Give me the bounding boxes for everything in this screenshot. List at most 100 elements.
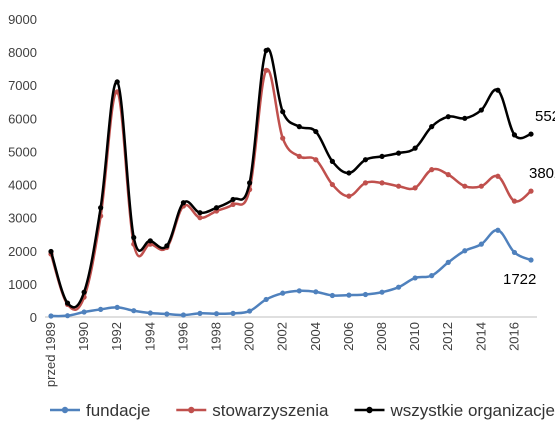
data-point: [395, 284, 402, 290]
legend-marker: [366, 406, 373, 414]
data-point: [180, 200, 187, 206]
data-point: [247, 308, 253, 314]
data-point: [280, 135, 286, 141]
y-tick-label: 1000: [8, 277, 37, 292]
data-point: [213, 311, 220, 317]
data-point: [197, 310, 203, 316]
data-point: [362, 180, 369, 186]
data-point: [462, 248, 468, 254]
data-point: [180, 312, 187, 318]
end-labels: 5524 3802 1722: [503, 108, 555, 288]
data-point: [213, 205, 220, 211]
data-point: [429, 273, 435, 279]
y-tick-label: 2000: [8, 244, 37, 259]
data-point: [511, 249, 518, 256]
y-tick-label: 4000: [8, 178, 37, 193]
y-tick-label: 8000: [8, 45, 37, 60]
data-point: [362, 291, 369, 298]
data-point: [164, 243, 170, 249]
data-point: [263, 67, 269, 73]
data-point: [445, 259, 451, 265]
x-tick-label: 2008: [374, 322, 389, 351]
data-point: [64, 313, 71, 319]
data-point: [230, 201, 236, 208]
data-point: [197, 210, 203, 216]
series-line: [49, 47, 532, 309]
legend-item: wszystkie organizacje: [354, 401, 555, 420]
data-point: [528, 131, 534, 137]
x-tick-label: 2012: [440, 322, 455, 351]
data-point: [478, 241, 484, 247]
data-point: [114, 79, 120, 85]
data-point: [445, 114, 451, 120]
series-fundacje: [48, 227, 534, 319]
data-point: [230, 196, 236, 203]
x-tick-label: 2002: [275, 322, 290, 351]
data-point: [395, 183, 402, 189]
series-line: [50, 228, 532, 318]
x-tick-label: 2010: [407, 322, 422, 351]
data-point: [495, 227, 501, 233]
data-point: [495, 173, 501, 179]
x-tick-label: 2004: [308, 322, 323, 351]
data-point: [48, 248, 54, 255]
data-point: [64, 300, 71, 306]
data-point: [313, 289, 319, 295]
data-point: [429, 167, 435, 173]
data-point: [313, 128, 319, 135]
data-point: [478, 183, 484, 189]
x-tick-label: przed 1989: [43, 322, 58, 387]
data-point: [528, 188, 534, 194]
y-tick-label: 6000: [8, 111, 37, 126]
x-tick-label: 2016: [506, 322, 521, 351]
legend-marker: [188, 406, 195, 414]
data-point: [395, 150, 402, 156]
legend-label: stowarzyszenia: [212, 401, 329, 420]
data-point: [412, 185, 418, 191]
data-point: [296, 124, 302, 130]
data-point: [131, 234, 137, 241]
series-layer: [48, 47, 534, 319]
data-point: [511, 198, 518, 204]
y-axis: 0 1000 2000 3000 4000 5000 6000 7000 8000 9000: [8, 12, 37, 325]
y-tick-label: 0: [30, 310, 37, 325]
data-point: [147, 310, 153, 316]
data-point: [280, 109, 286, 115]
legend: fundacje stowarzyszenia wszystkie organiza…: [50, 401, 555, 420]
data-point: [164, 311, 170, 317]
data-point: [412, 145, 418, 151]
end-value-label: 3802: [529, 165, 555, 182]
data-point: [462, 183, 468, 189]
data-point: [528, 257, 534, 263]
data-point: [511, 132, 518, 138]
x-tick-label: 1996: [175, 322, 190, 351]
data-point: [329, 181, 335, 188]
data-point: [478, 107, 484, 113]
legend-item: stowarzyszenia: [176, 401, 329, 420]
data-point: [329, 158, 335, 164]
x-axis: przed 1989 1990 1992 1994 1996 1998 2000 2002 20…: [43, 316, 537, 387]
data-point: [313, 157, 319, 163]
y-tick-label: 9000: [8, 12, 37, 27]
series-line: [49, 68, 532, 311]
data-point: [296, 153, 302, 160]
y-tick-label: 7000: [8, 78, 37, 93]
data-point: [362, 157, 369, 163]
end-value-label: 5524: [535, 108, 555, 125]
data-point: [445, 172, 451, 178]
x-tick-label: 1992: [109, 322, 124, 351]
data-point: [346, 193, 352, 199]
data-point: [379, 289, 385, 295]
x-tick-label: 1998: [209, 322, 224, 351]
legend-item: fundacje: [50, 401, 150, 420]
x-tick-label: 1990: [76, 322, 91, 351]
data-point: [263, 296, 269, 303]
data-point: [346, 170, 352, 176]
data-point: [230, 310, 236, 316]
data-point: [296, 288, 302, 294]
y-tick-label: 3000: [8, 211, 37, 226]
x-tick-label: 2000: [242, 322, 257, 351]
end-value-label: 1722: [503, 271, 536, 288]
x-tick-label: 2014: [473, 322, 488, 351]
data-point: [412, 275, 418, 281]
